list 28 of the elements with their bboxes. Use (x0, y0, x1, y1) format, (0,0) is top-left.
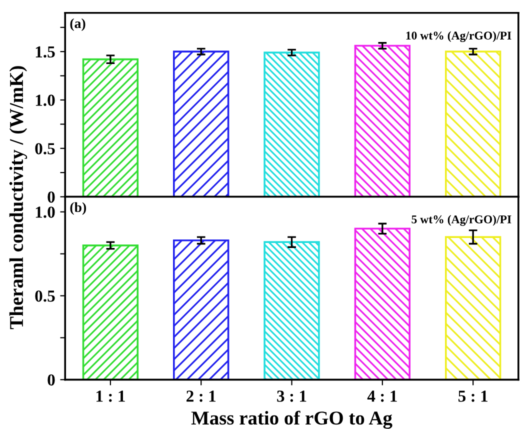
x-tick-label: 1 : 1 (96, 390, 125, 402)
bar (264, 52, 320, 197)
y-tick-label: 1.0 (36, 206, 55, 218)
y-tick-label: 1.0 (36, 94, 55, 106)
y-tick-label: 0.5 (35, 290, 55, 302)
annotation: 5 wt% (Ag/rGO)/PI (412, 215, 512, 226)
x-tick-label: 4 : 1 (367, 390, 397, 402)
annotation: (b) (70, 202, 86, 215)
bar (354, 228, 411, 380)
y-tick-label: 0.5 (35, 143, 55, 154)
bar (173, 239, 230, 380)
annotation: (a) (70, 18, 86, 31)
bar (173, 50, 230, 197)
x-tick-label: 3 : 1 (277, 390, 306, 402)
y-axis-title: Theraml conductivity / (W/mK) (9, 66, 28, 330)
bar (444, 236, 502, 380)
x-axis-title: Mass ratio of rGO to Ag (191, 410, 392, 429)
bar (444, 50, 502, 197)
y-tick-label: 0 (48, 374, 55, 386)
bar (82, 58, 139, 197)
bar (354, 44, 411, 197)
y-tick-label: 1.5 (36, 46, 55, 58)
bar (264, 241, 320, 380)
x-tick-label: 5 : 1 (458, 390, 488, 402)
bar (82, 244, 139, 380)
y-tick-label: 0 (48, 191, 55, 203)
annotation: 10 wt% (Ag/rGO)/PI (406, 31, 512, 42)
x-tick-label: 2 : 1 (186, 390, 216, 402)
